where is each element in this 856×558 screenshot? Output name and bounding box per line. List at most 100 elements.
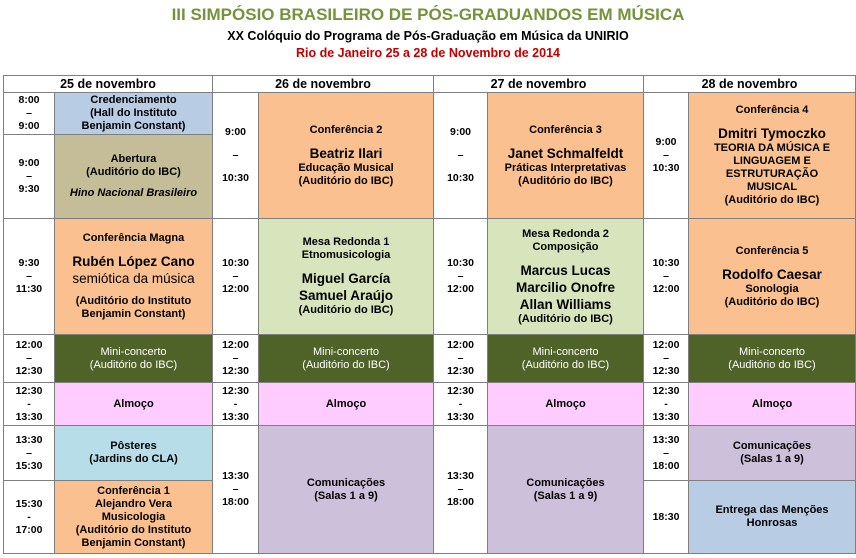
time-slot: 8:00–9:00 [3,92,55,135]
time-slot: 13:30–18:00 [212,425,259,554]
event-conferencia-2: Conferência 2 Beatriz Ilari Educação Music… [258,92,434,219]
time-text: 12:30 [652,384,680,397]
event-mini-concerto: Mini-concerto (Auditório do IBC) [54,334,213,383]
time-slot: 10:30–12:00 [433,218,488,335]
event-text: Beatriz Ilari [309,145,383,161]
event-posteres: Pôsteres (Jardins do CLA) [54,425,213,481]
event-mesa-redonda-1: Mesa Redonda 1 Etnomusicologia Miguel Garc… [258,218,434,335]
event-text: (Hall do Instituto [90,107,177,119]
event-text: Honrosas [746,517,798,529]
event-text: (Salas 1 a 9) [314,489,378,502]
time-text: 9:30 [18,257,40,269]
time-text: – [26,170,32,182]
time-text: - [233,397,238,410]
event-text: (Auditório do IBC) [298,304,394,316]
event-text: Conferência 4 [735,104,809,116]
event-entrega-mencoes: Entrega das Menções Honrosas [688,480,856,554]
event-text: Conferência Magna [82,232,185,244]
event-text: Sonologia [745,282,799,295]
time-text: 10:30 [222,257,249,269]
time-slot: 12:30-13:30 [643,382,689,426]
event-text: Almoço [325,397,367,410]
event-mini-concerto: Mini-concerto (Auditório do IBC) [688,334,856,383]
event-conferencia-4: Conferência 4 Dmitri Tymoczko TEORIA DA MÚ… [688,92,856,219]
event-text: (Auditório do Instituto [75,295,192,307]
time-slot: 9:30–11:30 [3,218,55,335]
time-slot: 12:00–12:30 [3,334,55,383]
time-text: 10:30 [652,162,680,174]
page-title: III SIMPÓSIO BRASILEIRO DE PÓS-GRADUANDO… [171,5,685,24]
event-text: Janet Schmalfeldt [507,145,624,161]
time-text: 9:00 [655,136,677,148]
time-slot: 12:00–12:30 [212,334,259,383]
event-text: Benjamin Constant) [81,120,186,132]
event-comunicacoes: Comunicações (Salas 1 a 9) [487,425,644,554]
event-text: Mesa Redonda 1 [302,236,390,248]
time-text: – [232,483,239,495]
time-text: 18:00 [447,496,474,508]
event-dates: Rio de Janeiro 25 a 28 de Novembro de 20… [295,46,560,60]
event-text: Conferência 2 [309,123,383,136]
time-text: 10:30 [652,257,680,269]
time-text: 9:00 [224,126,246,138]
time-text: – [232,352,239,364]
event-text: (Auditório do IBC) [518,312,613,325]
event-text: (Salas 1 a 9) [533,489,598,502]
event-text: Musicologia [101,510,166,523]
time-text: 12:00 [222,283,249,295]
time-text: 13:30 [15,433,43,446]
event-text: Comunicações [526,476,605,489]
time-text: – [457,352,464,364]
time-text: 9:00 [449,126,471,138]
event-text: (Auditório do IBC) [518,174,613,187]
time-slot: 9:00 – 10:30 [433,92,488,219]
event-text: Almoço [545,397,586,410]
event-mini-concerto: Mini-concerto (Auditório do IBC) [258,334,434,383]
time-text: – [26,446,32,459]
time-text: 18:30 [652,510,680,523]
event-conferencia-3: Conferência 3 Janet Schmalfeldt Práticas I… [487,92,644,219]
event-text: Allan Williams [519,296,612,312]
time-text: – [26,270,32,282]
event-text: (Auditório do IBC) [86,166,181,178]
time-text: 12:00 [652,283,680,295]
event-almoco: Almoço [688,382,856,426]
event-comunicacoes: Comunicações (Salas 1 a 9) [688,425,856,481]
time-text: 9:30 [18,183,40,195]
event-text: Composição [532,240,599,253]
time-text: 12:00 [447,283,474,295]
event-text: LINGUAGEM E [733,155,811,167]
event-text: Marcilio Onofre [515,279,615,295]
event-text: Mini-concerto [100,345,167,358]
event-text: Abertura [110,153,157,165]
event-text: (Salas 1 a 9) [740,453,804,465]
time-text: 9:00 [18,120,40,132]
time-slot: 13:30–15:30 [3,425,55,481]
event-text: ESTRUTURAÇÃO [725,168,819,180]
time-slot: 12:00–12:30 [433,334,488,383]
time-text: 12:30 [222,365,249,377]
event-mini-concerto: Mini-concerto (Auditório do IBC) [487,334,644,383]
event-text: Rubén López Cano [72,254,195,269]
time-text: 13:30 [222,470,249,482]
event-text: Mini-concerto [738,345,806,358]
time-text: - [664,397,668,410]
time-text: 12:00 [15,339,43,351]
time-text: 15:30 [15,497,43,510]
event-text: Entrega das Menções [715,504,829,516]
event-text: Educação Musical [298,161,394,174]
time-slot: 9:00–9:30 [3,134,55,219]
event-text: Mini-concerto [532,345,599,358]
event-almoco: Almoço [487,382,644,426]
event-text: Mesa Redonda 2 [522,227,609,240]
time-text: 13:30 [652,410,680,423]
time-text: 12:30 [652,365,680,377]
time-text: 17:00 [15,523,43,536]
event-text: Almoço [751,397,793,410]
time-text: – [663,270,669,282]
time-text: 12:00 [447,339,474,351]
event-text: TEORIA DA MÚSICA E [713,142,831,154]
time-slot: 10:30–12:00 [643,218,689,335]
time-text: 12:30 [15,384,43,397]
time-text: – [457,270,464,282]
